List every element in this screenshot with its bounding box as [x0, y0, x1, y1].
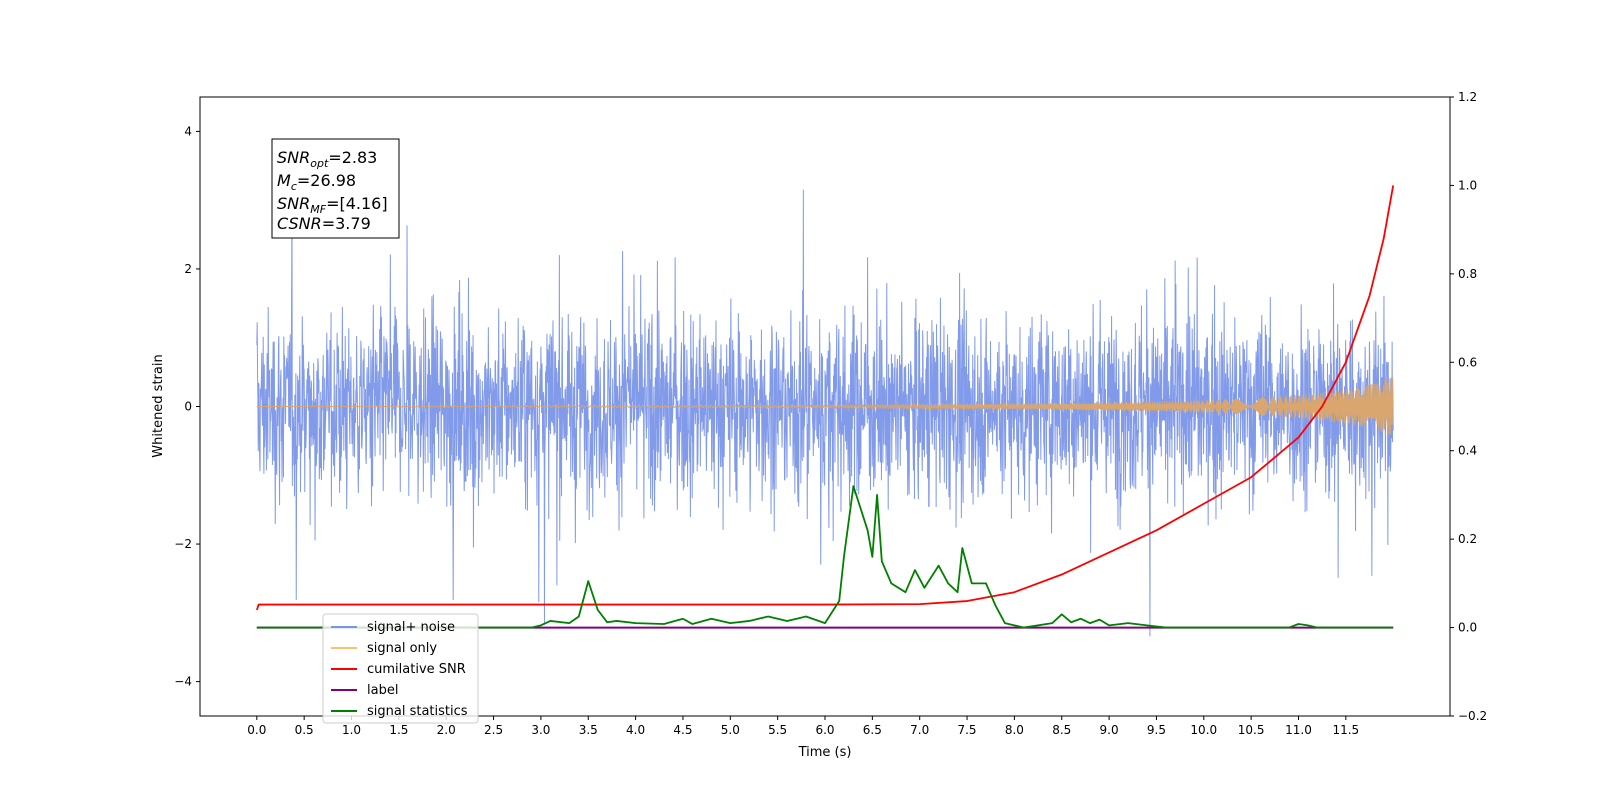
- x-tick-label: 5.5: [768, 723, 787, 737]
- y-tick-label: 0: [184, 400, 192, 414]
- y2-tick-label: −0.2: [1458, 709, 1487, 723]
- x-tick-label: 3.5: [579, 723, 598, 737]
- legend-label: cumilative SNR: [367, 662, 466, 677]
- x-tick-label: 7.5: [957, 723, 976, 737]
- x-tick-label: 11.0: [1285, 723, 1312, 737]
- annotation-box: SNRopt=2.83 Mc=26.98 SNRMF=[4.16] CSNR=3…: [271, 138, 400, 239]
- cumulative-snr-line: [255, 185, 1395, 611]
- csnr-text: CSNR=3.79: [277, 214, 371, 233]
- x-tick-label: 0.5: [295, 723, 314, 737]
- x-tick-label: 4.0: [626, 723, 645, 737]
- x-axis-label: Time (s): [798, 745, 852, 760]
- x-tick-label: 11.5: [1332, 723, 1359, 737]
- legend-label: label: [367, 683, 398, 698]
- x-tick-label: 1.5: [389, 723, 408, 737]
- snr-mf-text: SNRMF=[4.16]: [277, 194, 388, 216]
- x-tick-label: 3.0: [531, 723, 550, 737]
- y-tick-label: −2: [174, 537, 192, 551]
- x-tick-label: 5.0: [721, 723, 740, 737]
- x-tick-label: 9.5: [1147, 723, 1166, 737]
- x-tick-label: 1.0: [342, 723, 361, 737]
- x-tick-label: 4.5: [673, 723, 692, 737]
- legend-label: signal statistics: [367, 704, 468, 719]
- x-tick-label: 6.0: [815, 723, 834, 737]
- x-tick-label: 9.0: [1100, 723, 1119, 737]
- x-tick-label: 0.0: [247, 723, 266, 737]
- y2-tick-label: 0.2: [1458, 532, 1477, 546]
- x-tick-label: 2.5: [484, 723, 503, 737]
- y-tick-label: 4: [184, 124, 192, 138]
- y2-tick-label: 1.0: [1458, 178, 1477, 192]
- x-tick-label: 10.0: [1190, 723, 1217, 737]
- y-tick-label: 2: [184, 262, 192, 276]
- y2-tick-label: 0.8: [1458, 267, 1477, 281]
- y-tick-label: −4: [174, 675, 192, 689]
- signal-statistics-line: [256, 485, 1394, 629]
- legend-label: signal+ noise: [367, 620, 455, 635]
- y2-tick-label: 0.0: [1458, 621, 1477, 635]
- legend: signal+ noise signal only cumilative SNR la…: [322, 613, 479, 724]
- x-tick-label: 7.0: [910, 723, 929, 737]
- x-tick-label: 6.5: [863, 723, 882, 737]
- y2-tick-label: 1.2: [1458, 90, 1477, 104]
- signal-only-line: [256, 377, 1394, 436]
- snr-opt-text: SNRopt=2.83: [277, 148, 377, 170]
- x-tick-label: 10.5: [1238, 723, 1265, 737]
- y2-tick-label: 0.4: [1458, 444, 1477, 458]
- mc-text: Mc=26.98: [277, 171, 356, 193]
- y2-tick-label: 0.6: [1458, 355, 1477, 369]
- x-tick-label: 8.0: [1005, 723, 1024, 737]
- legend-label: signal only: [367, 641, 437, 656]
- y-axis-label: Whitened strain: [151, 354, 166, 457]
- x-tick-label: 2.0: [437, 723, 456, 737]
- x-tick-label: 8.5: [1052, 723, 1071, 737]
